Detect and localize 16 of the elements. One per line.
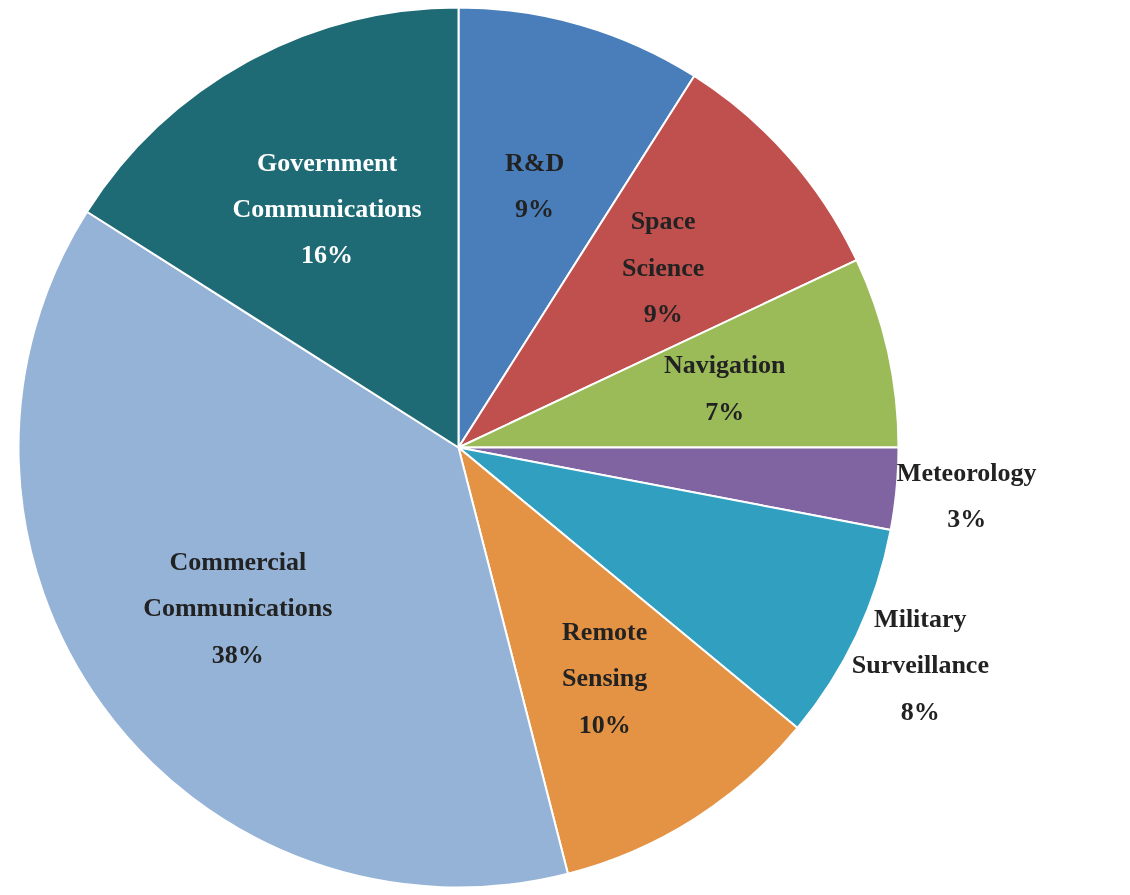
slice-label: Space Science [621, 206, 705, 282]
slice-label: Meteorology [896, 457, 1037, 487]
slice-label: Commercial Communications [143, 547, 333, 623]
slice-label: Navigation [664, 350, 786, 380]
slice-label: Government Communications [232, 147, 422, 223]
slice-label: Remote Sensing [562, 617, 648, 693]
data-label: 38% [211, 639, 264, 669]
data-label: 8% [900, 696, 940, 726]
data-label: 3% [947, 504, 987, 534]
data-label: 7% [705, 396, 745, 426]
data-label: 9% [643, 298, 683, 328]
slice-label: R&D [505, 147, 565, 177]
data-label: 9% [515, 194, 555, 224]
data-label: 10% [578, 709, 631, 739]
slice-label: Military Surveillance [851, 604, 989, 680]
data-label: 16% [301, 240, 354, 270]
